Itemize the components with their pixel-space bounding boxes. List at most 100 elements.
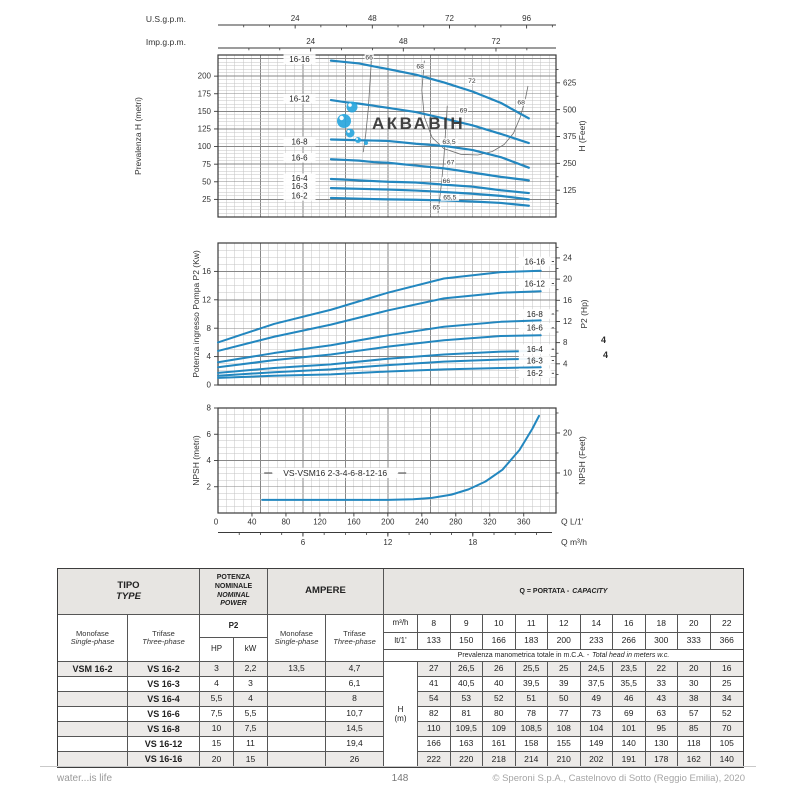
svg-text:16-6: 16-6	[527, 324, 544, 333]
head-value: 25	[710, 677, 743, 692]
svg-text:2: 2	[207, 482, 212, 491]
svg-text:12: 12	[202, 295, 211, 304]
watermark-text: АКВАВІН	[372, 114, 466, 133]
chart-head-curves: 25 50 75 100 125 150 175 200 125 250 375 500 625 Prev…	[133, 14, 587, 218]
svg-text:10: 10	[563, 469, 572, 478]
table-cell-text: Monofase	[280, 628, 313, 638]
ampere-trifase: 14,5	[326, 722, 384, 737]
svg-text:Prevalenza H (metri): Prevalenza H (metri)	[133, 97, 143, 175]
svg-text:48: 48	[368, 14, 377, 23]
head-value: 77	[548, 707, 581, 722]
head-value: 108,5	[515, 722, 548, 737]
svg-text:63,5: 63,5	[442, 139, 455, 146]
table-header-hm: H (m)	[384, 662, 418, 767]
capacity-lt-value: 366	[710, 633, 743, 650]
table-cell-text: TYPE	[116, 590, 141, 602]
capacity-lt-value: 183	[515, 633, 548, 650]
head-value: 33	[645, 677, 678, 692]
svg-text:NPSH (metri): NPSH (metri)	[191, 435, 201, 486]
curves	[329, 59, 530, 207]
head-value: 155	[548, 737, 581, 752]
head-value: 78	[515, 707, 548, 722]
ampere-monofase	[268, 707, 326, 722]
svg-text:16-4: 16-4	[527, 345, 544, 354]
pump-model-trifase: VS 16-12	[128, 737, 200, 752]
pump-model-trifase: VS 16-8	[128, 722, 200, 737]
table-cell-text: HP	[210, 644, 223, 654]
svg-text:320: 320	[483, 518, 497, 527]
head-value: 26	[483, 662, 516, 677]
table-cell-text: Total head in meters w.c.	[592, 651, 670, 659]
capacity-m3h-value: 11	[515, 615, 548, 633]
power-kw: 3	[234, 677, 268, 692]
svg-text:120: 120	[313, 518, 327, 527]
capacity-m3h-value: 8	[418, 615, 451, 633]
svg-text:625: 625	[563, 78, 577, 87]
svg-text:NPSH (Feet): NPSH (Feet)	[577, 436, 587, 485]
head-value: 105	[710, 737, 743, 752]
table-cell-text: Q = PORTATA -	[519, 587, 570, 595]
svg-text:8: 8	[563, 338, 568, 347]
chart-annotation: VS-VSM16 2-3-4-6-8-12-16	[264, 468, 407, 478]
svg-text:200: 200	[381, 518, 395, 527]
head-value: 23,5	[613, 662, 646, 677]
power-hp: 20	[200, 752, 234, 767]
specification-table: TIPO TYPE POTENZA NOMINALE NOMINAL POWER AMPER…	[57, 568, 744, 768]
table-cell-text: kW	[244, 644, 257, 654]
pump-model-trifase: VS 16-16	[128, 752, 200, 767]
svg-text:175: 175	[198, 89, 212, 98]
footer-copyright: © Speroni S.p.A., Castelnovo di Sotto (R…	[492, 773, 745, 784]
capacity-lt-value: 266	[613, 633, 646, 650]
capacity-m3h-value: 22	[710, 615, 743, 633]
table-header-lt: lt/1'	[384, 633, 418, 650]
axis: 25 50 75 100 125 150 175 200 125 250 375 500 625 Prev…	[133, 14, 587, 204]
head-value: 52	[483, 692, 516, 707]
ampere-trifase: 6,1	[326, 677, 384, 692]
svg-text:16-8: 16-8	[527, 310, 544, 319]
svg-text:24: 24	[291, 14, 300, 23]
head-value: 108	[548, 722, 581, 737]
head-value: 82	[418, 707, 451, 722]
table-cell-text: (m)	[394, 713, 407, 723]
head-value: 41	[418, 677, 451, 692]
svg-text:65: 65	[432, 205, 440, 212]
chart-power-curves: 0 4 8 12 16 4 8 12 16 20 24 Potenza ingresso Pompa …	[191, 242, 589, 390]
pump-model-monofase: VSM 16-2	[58, 662, 128, 677]
capacity-lt-value: 200	[548, 633, 581, 650]
pump-model-monofase	[58, 722, 128, 737]
table-cell-text: POTENZA	[216, 574, 251, 581]
svg-text:20: 20	[563, 429, 572, 438]
head-value: 39,5	[515, 677, 548, 692]
svg-text:375: 375	[563, 132, 577, 141]
pump-model-trifase: VS 16-4	[128, 692, 200, 707]
table-cell-text: Trifase	[343, 628, 366, 638]
svg-text:20: 20	[563, 275, 572, 284]
table-header-monofase: Monofase Single-phase	[58, 615, 128, 662]
svg-text:68: 68	[517, 100, 525, 107]
svg-text:16: 16	[202, 267, 211, 276]
curves	[261, 414, 541, 501]
curve-labels: 16-16 16-12 16-8 16-6 16-416-316-2 66 68 72 68 69…	[283, 53, 526, 212]
pump-model-trifase: VS 16-6	[128, 707, 200, 722]
svg-text:Potenza ingresso Pompa P2 (Kw): Potenza ingresso Pompa P2 (Kw)	[191, 250, 201, 378]
table-header-capacity: Q = PORTATA - CAPACITY	[384, 569, 743, 615]
svg-text:0: 0	[214, 518, 219, 527]
table-cell-text: Single-phase	[70, 637, 115, 646]
grid	[218, 243, 556, 385]
head-value: 40	[483, 677, 516, 692]
head-value: 52	[710, 707, 743, 722]
svg-text:Imp.g.p.m.: Imp.g.p.m.	[146, 37, 186, 47]
svg-text:72: 72	[492, 37, 501, 46]
svg-text:240: 240	[415, 518, 429, 527]
table-cell-text: H	[397, 704, 404, 714]
capacity-m3h-value: 10	[483, 615, 516, 633]
head-value: 140	[710, 752, 743, 767]
table-header-ampere: AMPERE	[268, 569, 384, 615]
table-cell-text: NOMINALE	[214, 582, 253, 590]
pump-model-monofase	[58, 737, 128, 752]
svg-text:16-8: 16-8	[292, 137, 309, 146]
head-value: 95	[645, 722, 678, 737]
svg-text:500: 500	[563, 105, 577, 114]
head-value: 191	[613, 752, 646, 767]
